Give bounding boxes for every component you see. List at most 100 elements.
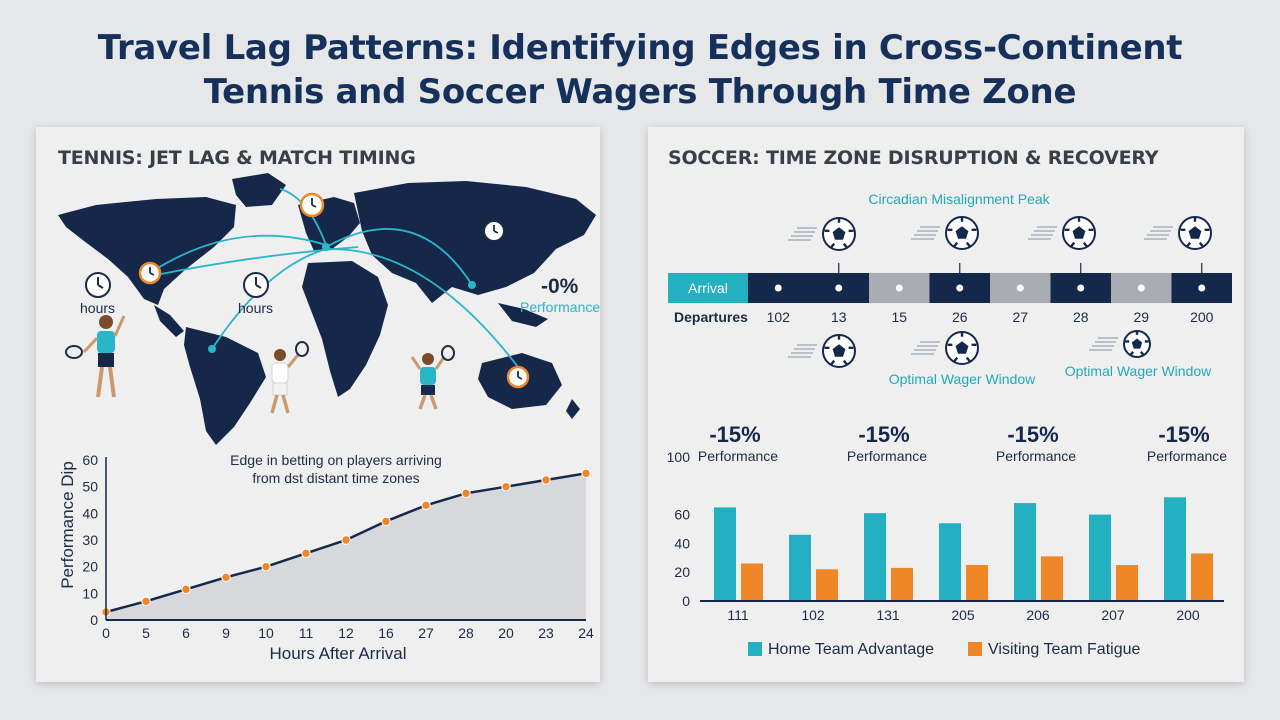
departure-value: 102 [767, 309, 791, 325]
x-tick-label: 207 [1101, 607, 1125, 623]
performance-dip-chart: 0 10 20 30 40 50 60 0 5 6 9 10 11 12 16 27 28 20 23 24 Edg… [58, 452, 594, 663]
annotation-line-2: from dst distant time zones [252, 470, 419, 486]
bar-home [864, 513, 886, 601]
soccer-balls-bottom [788, 330, 1151, 368]
bar-visiting [816, 569, 838, 601]
title-line-2: Tennis and Soccer Wagers Through Time Zo… [203, 72, 1077, 112]
soccer-ball-icon [788, 217, 856, 251]
bars [714, 497, 1213, 601]
annotation-label: Performance [996, 448, 1076, 464]
timeline-dot [1198, 284, 1206, 292]
annotation-line-1: Edge in betting on players arriving [230, 452, 442, 468]
performance-annotations: -15%Performance-15%Performance-15%Perfor… [698, 422, 1227, 464]
x-tick-label: 28 [458, 625, 474, 641]
peak-label: Circadian Misalignment Peak [868, 191, 1050, 207]
y-tick-label: 0 [682, 593, 690, 609]
tennis-player-3 [410, 345, 455, 410]
x-tick-labels: 0 5 6 9 10 11 12 16 27 28 20 23 24 [102, 625, 594, 641]
bar-home [1089, 514, 1111, 601]
tennis-panel: TENNIS: JET LAG & MATCH TIMING [36, 127, 600, 682]
legend-home: Home Team Advantage [748, 641, 934, 659]
clock-icon [483, 220, 505, 242]
timeline-dot [1016, 284, 1024, 292]
soccer-ball-icon [788, 334, 856, 368]
soccer-ball-icon [1144, 216, 1212, 250]
bar-visiting [1041, 556, 1063, 601]
data-point [501, 481, 511, 492]
data-point [181, 584, 191, 595]
legend-visiting: Visiting Team Fatigue [968, 641, 1140, 659]
data-point [221, 572, 231, 583]
y-tick-label: 60 [674, 507, 690, 523]
departure-value: 28 [1073, 309, 1089, 325]
soccer-ball-icon [1028, 216, 1096, 250]
x-tick-label: 23 [538, 625, 554, 641]
x-tick-label: 16 [378, 625, 394, 641]
soccer-heading: SOCCER: TIME ZONE DISRUPTION & RECOVERY [668, 147, 1159, 169]
data-point [541, 475, 551, 485]
timeline-dot [835, 284, 843, 292]
departure-value: 27 [1012, 309, 1028, 325]
annotation-label: Performance [847, 448, 927, 464]
x-tick-label: 200 [1176, 607, 1200, 623]
y-tick-label: 30 [82, 532, 98, 548]
south-america [184, 327, 266, 445]
africa [302, 261, 388, 397]
timeline-dot [956, 284, 964, 292]
departure-value: 13 [831, 309, 847, 325]
legend-swatch-home [748, 642, 762, 656]
page-title: Travel Lag Patterns: Identifying Edges i… [0, 26, 1280, 114]
y-tick-label: 20 [674, 564, 690, 580]
y-tick-label: 10 [82, 585, 98, 601]
tennis-heading: TENNIS: JET LAG & MATCH TIMING [58, 147, 416, 169]
y-tick-label: 60 [82, 452, 98, 468]
timeline-dot [1137, 284, 1145, 292]
timeline: Arrival Departures 102 13 15 26 27 28 29 200 [668, 263, 1232, 325]
bar-home [714, 507, 736, 601]
clock-icon [299, 192, 325, 218]
timeline-segments [748, 263, 1232, 303]
annotation-value: -15% [709, 422, 760, 447]
x-tick-label: 12 [338, 625, 354, 641]
bar-visiting [1116, 565, 1138, 601]
clock-icons [85, 192, 530, 389]
hours-label-left: hours [80, 300, 115, 316]
bar-home [789, 534, 811, 601]
bar-home [1014, 503, 1036, 601]
annotation-value: -15% [858, 422, 909, 447]
y-tick-label: 40 [82, 505, 98, 521]
legend-label-visiting: Visiting Team Fatigue [988, 641, 1141, 658]
x-tick-labels: 111 102 131 205 206 207 200 [727, 607, 1200, 623]
clock-icon [506, 365, 530, 389]
x-tick-label: 20 [498, 625, 514, 641]
annotation-value: -15% [1007, 422, 1058, 447]
greenland [232, 173, 286, 207]
departure-value: 15 [891, 309, 907, 325]
arrival-label: Arrival [688, 280, 728, 296]
north-america [58, 197, 236, 305]
legend-swatch-visiting [968, 642, 982, 656]
wager-window-label-1: Optimal Wager Window [889, 371, 1036, 387]
central-america [154, 305, 184, 337]
tennis-player-2 [270, 341, 309, 414]
data-point [341, 535, 351, 545]
clock-icon [85, 272, 111, 298]
y-tick-label: 100 [667, 449, 691, 465]
x-tick-label: 9 [222, 625, 230, 641]
data-point [301, 548, 311, 559]
hours-label-mid: hours [238, 300, 273, 316]
clock-icon [138, 261, 162, 285]
clock-icon [243, 272, 269, 298]
x-tick-label: 131 [876, 607, 900, 623]
x-tick-label: 205 [951, 607, 975, 623]
x-tick-label: 206 [1026, 607, 1050, 623]
y-tick-label: 20 [82, 559, 98, 575]
legend-label-home: Home Team Advantage [768, 641, 935, 658]
bar-visiting [1191, 553, 1213, 601]
title-line-1: Travel Lag Patterns: Identifying Edges i… [97, 28, 1183, 68]
area-fill [106, 473, 586, 620]
y-tick-label: 50 [82, 479, 98, 495]
y-axis-title: Performance Dip [58, 461, 77, 589]
perf-value: -0% [541, 275, 579, 298]
world-map [58, 173, 596, 445]
